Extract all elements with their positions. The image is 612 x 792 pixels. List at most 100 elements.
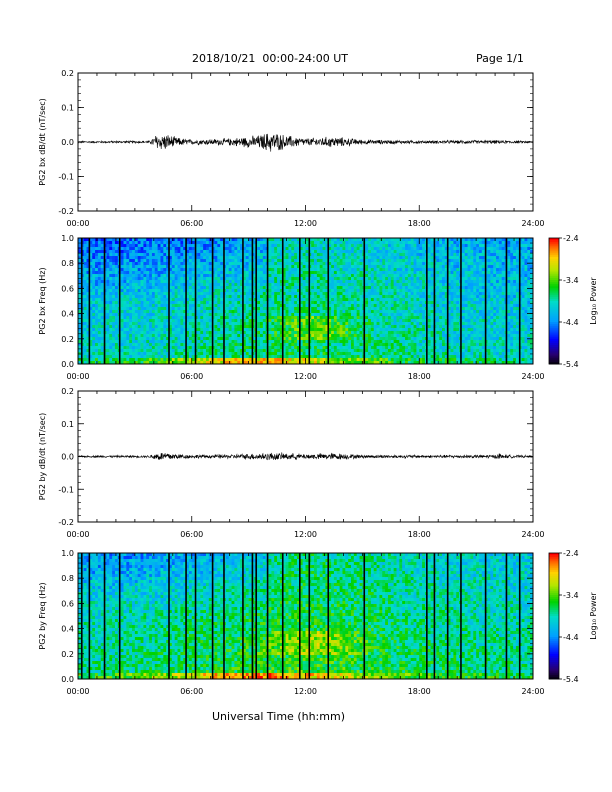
bx-spectrogram-cell [120, 310, 124, 314]
bx-spectrogram-cell [92, 268, 96, 272]
bx-spectrogram-cell [140, 298, 144, 302]
bx-spectrogram-cell [285, 292, 289, 296]
bx-spectrogram-cell [333, 301, 338, 305]
bx-spectrogram-cell [180, 289, 184, 293]
bx-spectrogram-cell [234, 346, 238, 350]
bx-spectrogram-cell [316, 271, 321, 275]
bx-spectrogram-cell [279, 241, 284, 245]
bx-spectrogram-cell [205, 277, 210, 281]
bx-spectrogram-cell [157, 241, 161, 245]
bx-spectrogram-cell [339, 325, 343, 329]
bx-spectrogram-cell [316, 304, 321, 308]
bx-spectrogram-cell [370, 247, 375, 251]
bx-spectrogram-cell [285, 295, 289, 299]
bx-spectrogram-cell [191, 298, 195, 302]
bx-spectrogram-cell [95, 247, 99, 251]
bx-spectrogram-cell [379, 316, 383, 320]
bx-spectrogram-cell [132, 343, 136, 347]
bx-spectrogram-cell [359, 301, 363, 305]
bx-spectrogram-cell [370, 286, 375, 290]
bx-spectrogram-cell [126, 313, 130, 317]
bx-spectrogram-cell [106, 265, 110, 269]
bx-spectrogram-cell [325, 289, 329, 293]
bx-spectrogram-cell [368, 271, 372, 275]
bx-spectrogram-cell [402, 253, 406, 257]
bx-spectrogram-cell [140, 265, 144, 269]
bx-spectrogram-cell [382, 346, 386, 350]
bx-spectrogram-cell [140, 301, 144, 305]
bx-spectrogram-cell [376, 352, 380, 356]
bx-spectrogram-cell [92, 289, 96, 293]
bx-spectrogram-cell [134, 256, 139, 260]
bx-spectrogram-cell [336, 289, 341, 293]
bx-spectrogram-cell [106, 328, 110, 332]
bx-spectrogram-cell [169, 349, 173, 353]
bx-spectrogram-cell [407, 250, 412, 254]
bx-spectrogram-cell [342, 295, 346, 299]
bx-spectrogram-cell [351, 292, 355, 296]
bx-spectrogram-cell [180, 274, 184, 278]
bx-spectrogram-cell [314, 253, 318, 257]
bx-spectrogram-cell [345, 313, 349, 317]
bx-spectrogram-cell [345, 253, 349, 257]
bx-spectrogram-cell [331, 292, 335, 296]
bx-spectrogram-cell [382, 268, 386, 272]
bx-spectrogram-cell [171, 349, 176, 353]
bx-spectrogram-cell [271, 301, 275, 305]
bx-spectrogram-cell [277, 307, 281, 311]
bx-spectrogram-cell [234, 259, 238, 263]
bx-spectrogram-cell [248, 256, 252, 260]
bx-spectrogram-cell [146, 280, 150, 284]
bx-spectrogram-cell [393, 322, 397, 326]
bx-spectrogram-cell [333, 277, 338, 281]
bx-spectrogram-cell [89, 289, 93, 293]
bx-spectrogram-cell [180, 244, 184, 248]
bx-spectrogram-cell [95, 319, 99, 323]
bx-spectrogram-cell [379, 352, 383, 356]
bx-spectrogram-cell [166, 238, 170, 242]
bx-spectrogram-cell [296, 295, 301, 299]
bx-spectrogram-cell [390, 250, 395, 254]
bx-spectrogram-cell [314, 247, 318, 251]
bx-spectrogram-cell [248, 352, 252, 356]
bx-spectrogram-cell [359, 358, 363, 362]
bx-spectrogram-cell [316, 277, 321, 281]
bx-spectrogram-cell [200, 268, 204, 272]
bx-spectrogram-cell [245, 268, 250, 272]
bx-spectrogram-cell [387, 259, 392, 263]
bx-spectrogram-cell [351, 289, 355, 293]
bx-spectrogram-cell [294, 289, 298, 293]
bx-spectrogram-cell [92, 238, 96, 242]
bx-spectrogram-cell [208, 289, 213, 293]
bx-spectrogram-cell [268, 292, 272, 296]
bx-spectrogram-cell [296, 259, 301, 263]
bx-spectrogram-cell [183, 343, 187, 347]
bx-spectrogram-cell [160, 262, 164, 266]
bx-spectrogram-cell [134, 355, 139, 359]
bx-spectrogram-cell [120, 313, 124, 317]
bx-spectrogram-cell [302, 313, 306, 317]
bx-spectrogram-cell [160, 340, 164, 344]
bx-spectrogram-cell [370, 277, 375, 281]
bx-spectrogram-cell [191, 355, 195, 359]
bx-spectrogram-cell [137, 274, 141, 278]
bx-spectrogram-cell [183, 256, 187, 260]
bx-spectrogram-cell [169, 259, 173, 263]
bx-spectrogram-cell [396, 280, 400, 284]
bx-spectrogram-cell [78, 328, 82, 332]
bx-spectrogram-cell [405, 358, 409, 362]
bx-spectrogram-cell [331, 313, 335, 317]
bx-spectrogram-cell [268, 313, 272, 317]
bx-dbdt-ytick-label: 0.2 [61, 69, 74, 78]
bx-spectrogram-cell [305, 304, 309, 308]
bx-spectrogram-cell [132, 358, 136, 362]
bx-spectrogram-cell [100, 292, 104, 296]
bx-spectrogram-cell [191, 313, 195, 317]
bx-spectrogram-cell [114, 358, 119, 362]
bx-spectrogram-cell [328, 361, 332, 365]
bx-spectrogram-cell [348, 274, 352, 278]
bx-spectrogram-cell [282, 247, 286, 251]
bx-spectrogram-cell [186, 268, 190, 272]
bx-spectrogram-cell [331, 247, 335, 251]
bx-spectrogram-cell [143, 247, 147, 251]
